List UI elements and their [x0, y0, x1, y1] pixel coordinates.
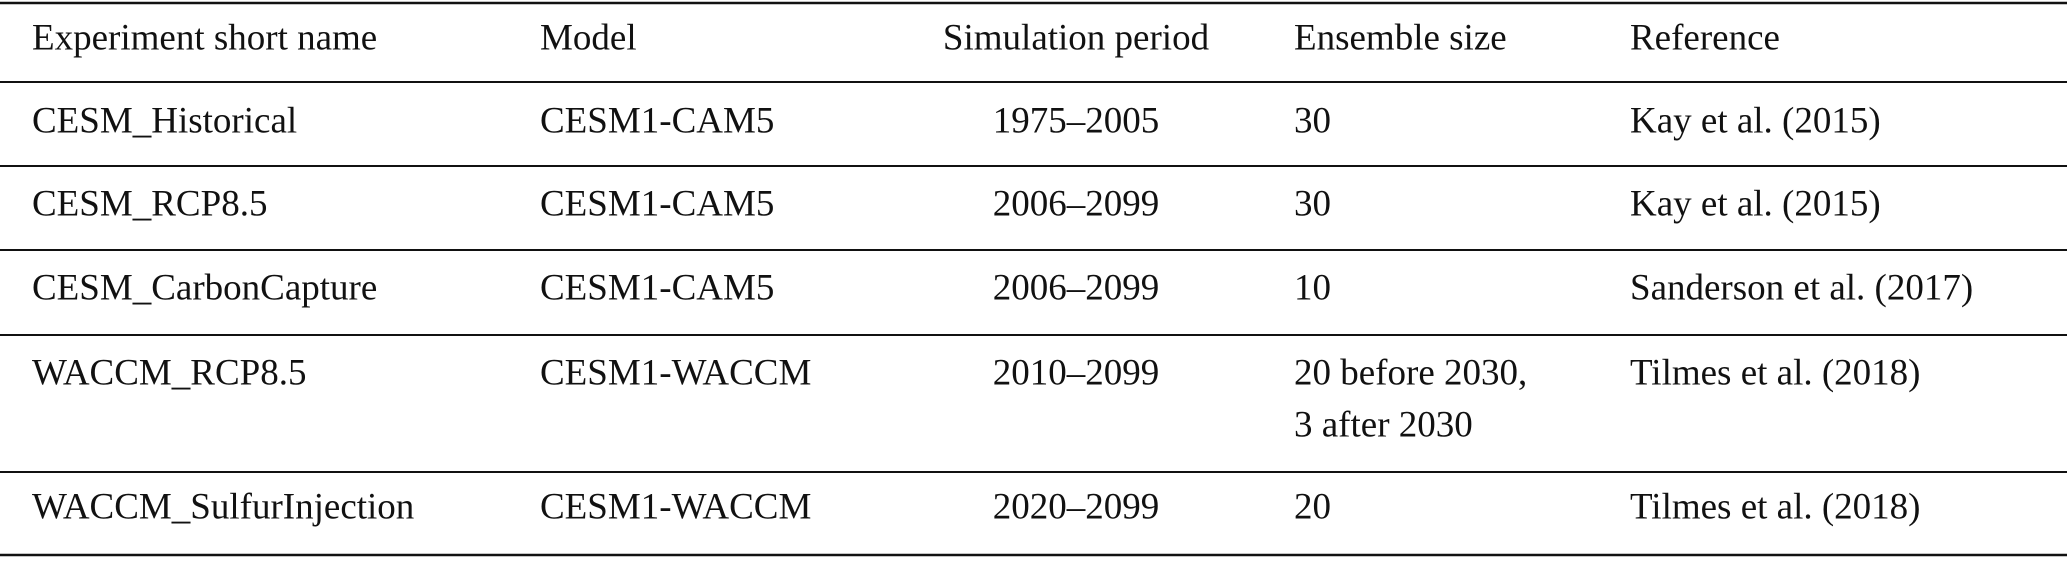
- cell: 30: [1294, 183, 1331, 224]
- cell: 2006–2099: [993, 267, 1160, 308]
- cell: CESM1-CAM5: [540, 183, 774, 224]
- cell: 2006–2099: [993, 183, 1160, 224]
- cell: Tilmes et al. (2018): [1630, 352, 1921, 393]
- cell: CESM_CarbonCapture: [32, 267, 377, 308]
- cell: Kay et al. (2015): [1630, 183, 1881, 224]
- cell: CESM1-WACCM: [540, 352, 811, 393]
- cell: 30: [1294, 100, 1331, 141]
- header-cell: Reference: [1630, 17, 1780, 58]
- cell: CESM1-CAM5: [540, 100, 774, 141]
- header-cell: Ensemble size: [1294, 17, 1507, 58]
- header-cell: Model: [540, 17, 637, 58]
- cell: CESM_Historical: [32, 100, 297, 141]
- cell: 2010–2099: [993, 352, 1160, 393]
- cell: WACCM_RCP8.5: [32, 352, 306, 393]
- header-cell: Simulation period: [943, 17, 1210, 58]
- cell: 20: [1294, 486, 1331, 527]
- cell-line: 20 before 2030,: [1294, 352, 1527, 393]
- cell: Sanderson et al. (2017): [1630, 267, 1973, 308]
- cell: 2020–2099: [993, 486, 1160, 527]
- header-cell: Experiment short name: [32, 17, 377, 58]
- cell-line: 3 after 2030: [1294, 404, 1473, 445]
- cell: Kay et al. (2015): [1630, 100, 1881, 141]
- cell: 10: [1294, 267, 1331, 308]
- cell: Tilmes et al. (2018): [1630, 486, 1921, 527]
- cell: WACCM_SulfurInjection: [32, 486, 414, 527]
- cell: 1975–2005: [993, 100, 1160, 141]
- cell: CESM_RCP8.5: [32, 183, 267, 224]
- cell: CESM1-WACCM: [540, 486, 811, 527]
- cell: CESM1-CAM5: [540, 267, 774, 308]
